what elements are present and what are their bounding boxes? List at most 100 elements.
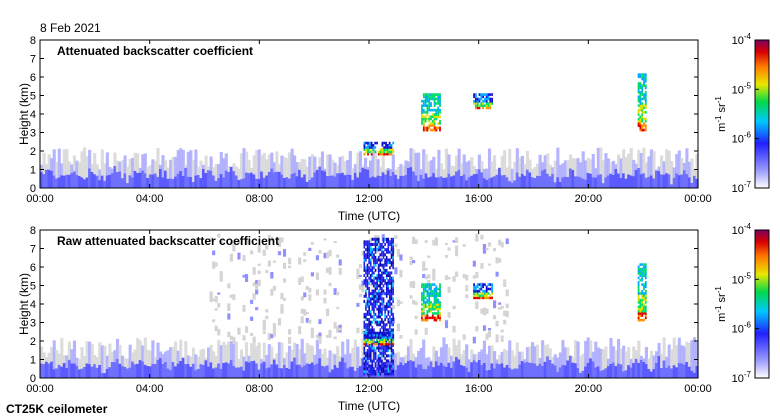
noise-cell xyxy=(277,251,282,256)
aerosol-layer-cell xyxy=(325,154,330,176)
aerosol-layer-cell xyxy=(500,175,504,188)
cloud-cell xyxy=(426,113,429,116)
aerosol-layer-cell xyxy=(325,175,330,188)
aerosol-layer-cell xyxy=(503,348,507,368)
noise-cell xyxy=(368,354,370,358)
noise-cell xyxy=(414,329,418,335)
aerosol-layer-cell xyxy=(50,158,54,171)
noise-cell xyxy=(376,248,378,252)
aerosol-layer-cell xyxy=(98,180,102,188)
aerosol-layer-cell xyxy=(239,366,244,378)
aerosol-layer-cell xyxy=(467,371,471,378)
cloud-cell xyxy=(482,104,484,107)
aerosol-layer-cell xyxy=(384,169,388,175)
aerosol-layer-cell xyxy=(270,168,274,188)
noise-cell xyxy=(385,263,388,267)
noise-cell xyxy=(390,279,393,283)
noise-cell xyxy=(315,255,319,261)
noise-cell xyxy=(219,274,223,282)
noise-cell xyxy=(373,253,375,257)
aerosol-layer-cell xyxy=(270,364,274,378)
aerosol-layer-cell xyxy=(232,171,236,188)
cloud-cell xyxy=(426,283,429,286)
noise-cell xyxy=(422,261,426,270)
cloud-feature xyxy=(473,283,493,300)
aerosol-layer-cell xyxy=(166,350,170,369)
noise-cell xyxy=(374,297,377,301)
aerosol-layer-cell xyxy=(47,352,51,364)
aerosol-layer-cell xyxy=(414,152,418,176)
aerosol-layer-cell xyxy=(131,157,135,178)
noise-cell xyxy=(366,250,369,254)
cloud-cell xyxy=(422,93,425,96)
cloud-cell xyxy=(370,333,373,337)
cloud-cell xyxy=(431,119,434,123)
aerosol-layer-cell xyxy=(652,151,656,179)
cloud-cell xyxy=(643,122,645,125)
cloud-cell xyxy=(433,318,436,322)
aerosol-layer-cell xyxy=(642,147,646,174)
aerosol-layer-cell xyxy=(444,177,449,188)
cloud-cell xyxy=(637,124,640,127)
cloud-cell xyxy=(489,104,492,107)
aerosol-layer-cell xyxy=(252,155,256,175)
cloud-cell xyxy=(424,303,427,306)
noise-cell xyxy=(390,263,393,267)
noise-cell xyxy=(434,243,438,246)
noise-cell xyxy=(212,319,216,323)
cloud-cell xyxy=(437,309,440,313)
cloud-cell xyxy=(383,146,386,149)
noise-cell xyxy=(427,274,431,279)
cloud-cell xyxy=(424,97,427,101)
aerosol-layer-cell xyxy=(599,371,603,378)
aerosol-layer-cell xyxy=(695,341,699,367)
aerosol-layer-cell xyxy=(288,178,292,188)
aerosol-layer-cell xyxy=(389,361,393,378)
noise-cell xyxy=(387,274,390,278)
aerosol-layer-cell xyxy=(280,155,284,175)
aerosol-layer-cell xyxy=(685,148,689,174)
cloud-cell xyxy=(639,82,642,85)
noise-cell xyxy=(369,263,372,267)
aerosol-layer-cell xyxy=(353,164,357,173)
cloud-cell xyxy=(641,278,644,282)
aerosol-layer-cell xyxy=(234,367,238,378)
noise-cell xyxy=(392,286,394,290)
aerosol-layer-cell xyxy=(391,351,395,365)
noise-cell xyxy=(336,325,340,333)
aerosol-layer-cell xyxy=(379,175,383,188)
aerosol-layer-cell xyxy=(579,177,583,188)
aerosol-layer-cell xyxy=(120,178,125,188)
aerosol-layer-cell xyxy=(62,355,66,363)
noise-cell xyxy=(381,253,383,257)
cloud-cell xyxy=(363,333,366,337)
noise-cell xyxy=(390,307,393,311)
noise-cell xyxy=(262,249,266,256)
aerosol-layer-cell xyxy=(672,337,676,366)
aerosol-layer-cell xyxy=(434,177,438,188)
noise-cell xyxy=(366,318,369,322)
cloud-cell xyxy=(390,331,393,335)
aerosol-layer-cell xyxy=(654,170,659,188)
cloud-cell xyxy=(433,97,436,101)
noise-cell xyxy=(382,351,385,355)
aerosol-layer-cell xyxy=(412,353,416,362)
noise-cell xyxy=(369,338,372,342)
cloud-cell xyxy=(643,77,645,81)
noise-cell xyxy=(282,262,287,269)
noise-cell xyxy=(392,253,394,257)
aerosol-layer-cell xyxy=(589,173,593,188)
noise-cell xyxy=(374,261,377,265)
noise-cell xyxy=(376,323,378,327)
cloud-cell xyxy=(383,333,386,337)
cloud-cell xyxy=(431,305,434,309)
noise-cell xyxy=(379,279,382,283)
aerosol-layer-cell xyxy=(525,150,530,170)
cloud-cell xyxy=(435,303,438,306)
aerosol-layer-cell xyxy=(288,369,292,378)
cloud-cell xyxy=(433,301,436,304)
cloud-cell xyxy=(637,119,640,123)
cloud-cell xyxy=(644,298,647,302)
noise-cell xyxy=(389,271,391,275)
aerosol-layer-cell xyxy=(573,363,578,378)
